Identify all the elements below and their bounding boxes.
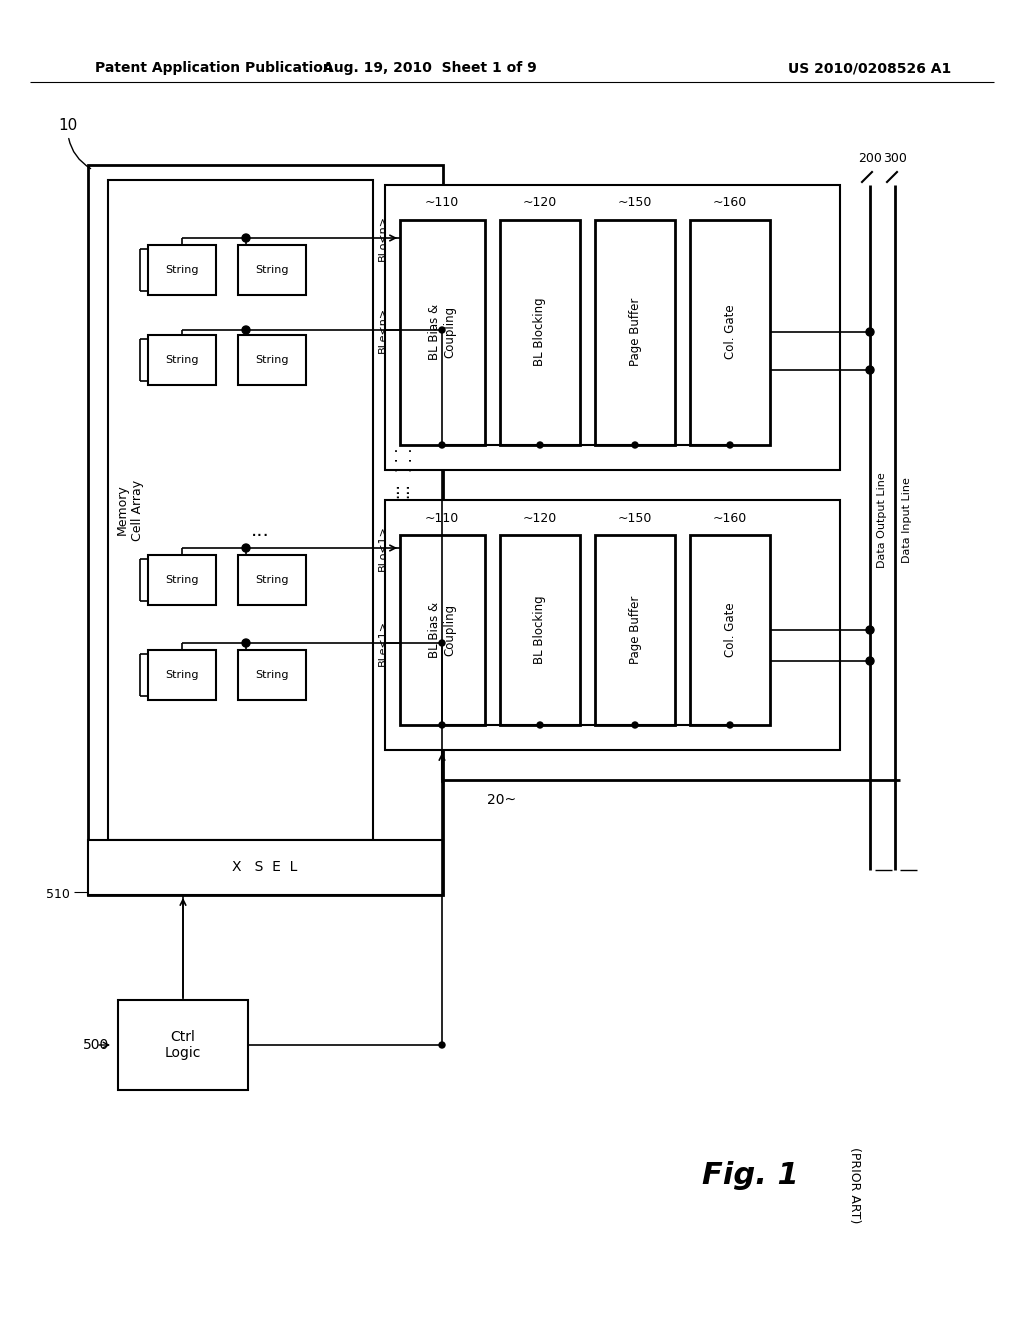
Bar (238, 335, 306, 385)
Bar (148, 649, 216, 700)
Bar (238, 246, 306, 294)
Circle shape (537, 442, 543, 447)
Text: X   S  E  L: X S E L (232, 861, 298, 874)
Text: ~150: ~150 (617, 197, 652, 210)
Text: ...: ... (251, 520, 269, 540)
Text: BLo<1>: BLo<1> (378, 525, 388, 572)
Text: String: String (255, 265, 289, 275)
Bar (238, 649, 306, 700)
Text: BLo<n>: BLo<n> (378, 215, 388, 261)
Bar (385, 500, 840, 750)
Bar (148, 554, 216, 605)
Circle shape (866, 657, 874, 665)
Bar (385, 185, 840, 470)
Circle shape (866, 366, 874, 374)
Text: ~150: ~150 (617, 511, 652, 524)
Text: ~120: ~120 (523, 197, 557, 210)
Text: 200: 200 (858, 152, 882, 165)
Text: 500: 500 (83, 1038, 110, 1052)
Circle shape (439, 327, 445, 333)
Bar (595, 220, 675, 445)
Circle shape (537, 722, 543, 729)
Text: ~120: ~120 (523, 511, 557, 524)
Text: Memory
Cell Array: Memory Cell Array (116, 479, 144, 541)
Text: BL Bias &
Coupling: BL Bias & Coupling (428, 602, 456, 659)
Bar (500, 535, 580, 725)
Bar (88, 840, 443, 895)
Text: 10: 10 (58, 117, 90, 169)
Bar (148, 246, 216, 294)
Text: String: String (165, 355, 199, 366)
Bar (118, 1001, 248, 1090)
Bar (88, 165, 443, 895)
Circle shape (242, 639, 250, 647)
Circle shape (727, 722, 733, 729)
Text: String: String (255, 576, 289, 585)
Circle shape (242, 326, 250, 334)
Text: Col. Gate: Col. Gate (724, 305, 736, 359)
Text: BL Blocking: BL Blocking (534, 595, 547, 664)
Text: 20~: 20~ (487, 793, 516, 807)
Text: Data Output Line: Data Output Line (877, 473, 887, 568)
Text: 300: 300 (883, 152, 907, 165)
Text: BL Blocking: BL Blocking (534, 298, 547, 367)
Circle shape (439, 640, 445, 645)
Bar (238, 554, 306, 605)
Text: BL Bias &
Coupling: BL Bias & Coupling (428, 304, 456, 360)
Bar (148, 335, 216, 385)
Circle shape (439, 722, 445, 729)
Circle shape (727, 442, 733, 447)
Text: ~110: ~110 (425, 197, 459, 210)
Text: ~160: ~160 (713, 511, 748, 524)
Circle shape (242, 544, 250, 552)
Text: ~160: ~160 (713, 197, 748, 210)
Text: String: String (165, 671, 199, 680)
Bar (595, 535, 675, 725)
Circle shape (632, 442, 638, 447)
Text: US 2010/0208526 A1: US 2010/0208526 A1 (788, 61, 951, 75)
Circle shape (242, 234, 250, 242)
Bar (400, 220, 485, 445)
Text: String: String (255, 671, 289, 680)
Text: Fig. 1: Fig. 1 (701, 1160, 799, 1189)
Circle shape (632, 722, 638, 729)
Text: Aug. 19, 2010  Sheet 1 of 9: Aug. 19, 2010 Sheet 1 of 9 (324, 61, 537, 75)
Text: Patent Application Publication: Patent Application Publication (95, 61, 333, 75)
Text: . . .: . . . (385, 447, 400, 473)
Text: BLe<n>: BLe<n> (378, 308, 388, 352)
Text: String: String (255, 355, 289, 366)
Text: Ctrl
Logic: Ctrl Logic (165, 1030, 201, 1060)
Text: ...: ... (384, 482, 402, 498)
Circle shape (866, 327, 874, 337)
Circle shape (439, 442, 445, 447)
Text: Page Buffer: Page Buffer (629, 298, 641, 366)
Bar (690, 535, 770, 725)
Text: String: String (165, 265, 199, 275)
Text: Page Buffer: Page Buffer (629, 595, 641, 664)
Bar (400, 535, 485, 725)
Text: ~110: ~110 (425, 511, 459, 524)
Circle shape (439, 1041, 445, 1048)
Text: (PRIOR ART): (PRIOR ART) (849, 1147, 861, 1224)
Bar (500, 220, 580, 445)
Circle shape (866, 626, 874, 634)
Text: Data Input Line: Data Input Line (902, 477, 912, 562)
Bar (108, 180, 373, 840)
Text: String: String (165, 576, 199, 585)
Text: Col. Gate: Col. Gate (724, 603, 736, 657)
Text: 510: 510 (46, 888, 70, 902)
Text: ...: ... (394, 482, 412, 498)
Text: . . .: . . . (400, 447, 416, 473)
Bar (690, 220, 770, 445)
Text: BLe<1>: BLe<1> (378, 620, 388, 667)
